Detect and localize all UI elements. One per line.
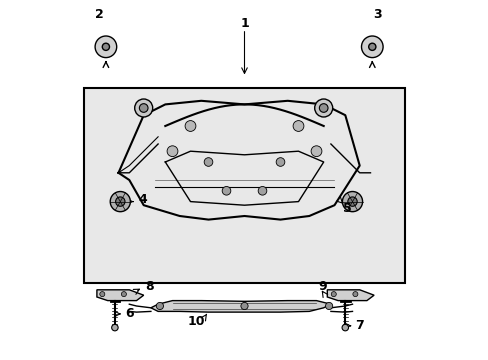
Circle shape [204,158,212,166]
Circle shape [185,121,196,131]
Circle shape [167,146,178,157]
Circle shape [258,186,266,195]
Circle shape [352,292,357,297]
Circle shape [292,121,303,131]
Circle shape [314,99,332,117]
Circle shape [121,292,126,297]
Circle shape [347,197,356,206]
Text: 10: 10 [187,315,204,328]
Circle shape [156,302,163,310]
Text: 8: 8 [145,280,154,293]
Circle shape [330,292,336,297]
Text: 1: 1 [240,17,248,30]
Circle shape [241,302,247,310]
Circle shape [95,36,117,58]
Text: 5: 5 [343,202,351,215]
Bar [84,88,404,283]
Circle shape [134,99,152,117]
Text: 7: 7 [355,319,364,332]
Text: 2: 2 [95,8,104,21]
Circle shape [325,302,332,310]
Circle shape [111,324,118,331]
Circle shape [319,104,327,112]
Polygon shape [326,290,373,301]
Polygon shape [151,301,330,312]
Circle shape [102,43,109,50]
Circle shape [139,104,148,112]
Circle shape [115,197,125,206]
Circle shape [100,292,104,297]
Text: 3: 3 [373,8,381,21]
Circle shape [310,146,321,157]
Circle shape [361,36,382,58]
Circle shape [110,192,130,212]
Polygon shape [97,290,143,301]
Circle shape [222,186,230,195]
Circle shape [368,43,375,50]
Text: 9: 9 [318,280,326,293]
Text: 6: 6 [125,307,133,320]
Text: 4: 4 [138,193,147,206]
Circle shape [342,192,362,212]
Circle shape [342,324,348,331]
Circle shape [276,158,284,166]
